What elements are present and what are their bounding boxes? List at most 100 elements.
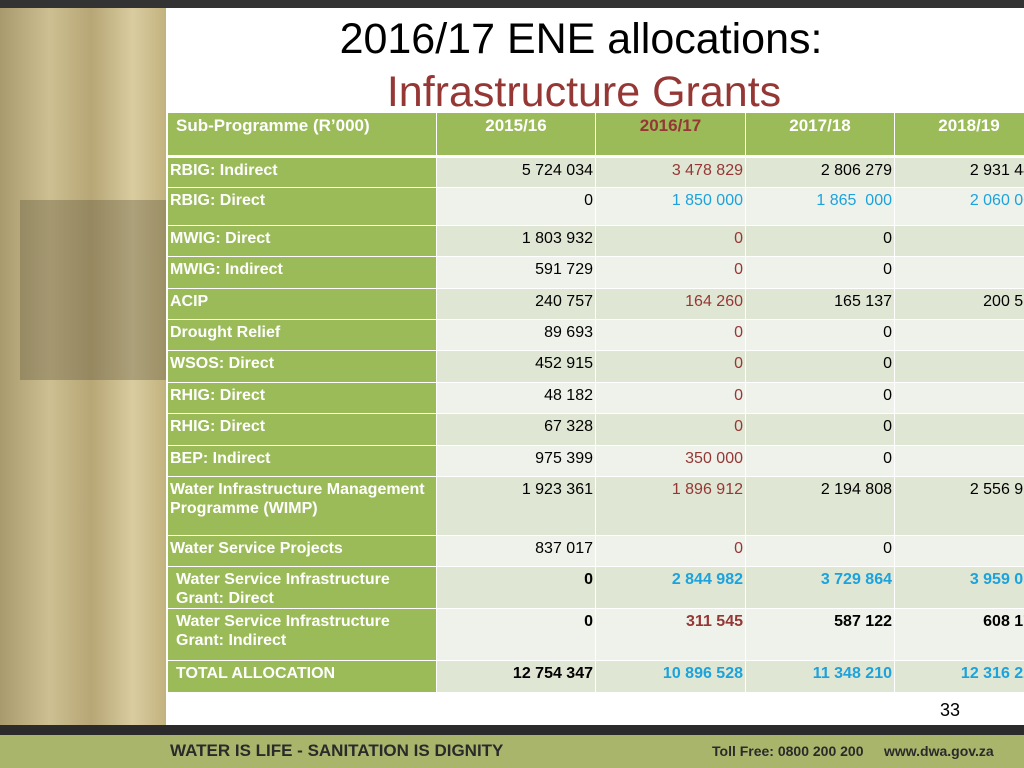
value-cell: 3 959 056	[894, 566, 1024, 609]
value-cell: 608 175	[894, 608, 1024, 661]
value-cell: 2 194 808	[745, 476, 895, 536]
value-cell: 2 931 443	[894, 156, 1024, 188]
value-cell: 452 915	[436, 350, 596, 383]
header-row: Sub-Programme (R’000) 2015/16 2016/17 2017/…	[167, 112, 1024, 158]
table-row: Water Service Infrastructure Grant: Dire…	[167, 566, 1024, 609]
table-row: Water Infrastructure Management Programm…	[167, 476, 1024, 536]
value-cell: 0	[436, 608, 596, 661]
value-cell: 1 865 000	[745, 187, 895, 226]
header-cell: 2015/16	[436, 112, 596, 158]
value-cell: 1 803 932	[436, 225, 596, 257]
value-cell: 0	[595, 382, 746, 414]
row-label: RHIG: Direct	[167, 382, 437, 414]
value-cell: 975 399	[436, 445, 596, 477]
value-cell: 240 757	[436, 288, 596, 320]
value-cell: 11 348 210	[745, 660, 895, 693]
row-label: MWIG: Indirect	[167, 256, 437, 289]
value-cell: 0	[894, 225, 1024, 257]
value-cell: 10 896 528	[595, 660, 746, 693]
value-cell: 2 844 982	[595, 566, 746, 609]
value-cell: 0	[894, 445, 1024, 477]
value-cell: 0	[595, 535, 746, 567]
table-row: Water Service Infrastructure Grant: Indi…	[167, 608, 1024, 661]
value-cell: 2 060 000	[894, 187, 1024, 226]
value-cell: 12 754 347	[436, 660, 596, 693]
value-cell: 200 568	[894, 288, 1024, 320]
row-label: RBIG: Direct	[167, 187, 437, 226]
value-cell: 1 850 000	[595, 187, 746, 226]
value-cell: 0	[745, 225, 895, 257]
value-cell: 89 693	[436, 319, 596, 351]
value-cell: 0	[595, 413, 746, 446]
value-cell: 0	[745, 319, 895, 351]
value-cell: 0	[595, 256, 746, 289]
table-row: RBIG: Indirect 5 724 034 3 478 829 2 806 27…	[167, 156, 1024, 188]
header-cell: 2016/17	[595, 112, 746, 158]
row-label: RBIG: Indirect	[167, 156, 437, 188]
row-label: MWIG: Direct	[167, 225, 437, 257]
value-cell: 0	[745, 350, 895, 383]
value-cell: 2 806 279	[745, 156, 895, 188]
value-cell: 0	[595, 319, 746, 351]
value-cell: 0	[436, 187, 596, 226]
header-cell: 2018/19	[894, 112, 1024, 158]
value-cell: 0	[894, 319, 1024, 351]
value-cell: 0	[745, 256, 895, 289]
header-cell: Sub-Programme (R’000)	[167, 112, 437, 158]
value-cell: 0	[894, 413, 1024, 446]
value-cell: 0	[436, 566, 596, 609]
table-row: TOTAL ALLOCATION 12 754 347 10 896 528 11 3…	[167, 660, 1024, 693]
value-cell: 0	[745, 535, 895, 567]
side-image	[0, 0, 166, 735]
row-label: Water Service Projects	[167, 535, 437, 567]
value-cell: 591 729	[436, 256, 596, 289]
value-cell: 164 260	[595, 288, 746, 320]
allocations-table: Sub-Programme (R’000) 2015/16 2016/17 2017/…	[167, 112, 1024, 693]
row-label: Water Service Infrastructure Grant: Dire…	[167, 566, 437, 609]
row-label: Water Service Infrastructure Grant: Indi…	[167, 608, 437, 661]
value-cell: 311 545	[595, 608, 746, 661]
value-cell: 0	[595, 225, 746, 257]
value-cell: 12 316 223	[894, 660, 1024, 693]
row-label: Water Infrastructure Management Programm…	[167, 476, 437, 536]
page-number: 33	[940, 700, 961, 720]
value-cell: 1 896 912	[595, 476, 746, 536]
row-label: Drought Relief	[167, 319, 437, 351]
value-cell: 0	[894, 382, 1024, 414]
title: 2016/17 ENE allocations:	[339, 15, 823, 63]
row-label: RHIG: Direct	[167, 413, 437, 446]
value-cell: 350 000	[595, 445, 746, 477]
footer	[0, 735, 1024, 768]
top-bar	[0, 0, 1024, 8]
value-cell: 0	[894, 256, 1024, 289]
value-cell: 0	[595, 350, 746, 383]
value-cell: 67 328	[436, 413, 596, 446]
value-cell: 0	[894, 350, 1024, 383]
value-cell: 5 724 034	[436, 156, 596, 188]
value-cell: 0	[894, 535, 1024, 567]
footer-website: www.dwa.gov.za	[884, 743, 994, 759]
value-cell: 3 478 829	[595, 156, 746, 188]
row-label: WSOS: Direct	[167, 350, 437, 383]
row-label: BEP: Indirect	[167, 445, 437, 477]
value-cell: 837 017	[436, 535, 596, 567]
value-cell: 0	[745, 382, 895, 414]
value-cell: 0	[745, 413, 895, 446]
value-cell: 48 182	[436, 382, 596, 414]
value-cell: 587 122	[745, 608, 895, 661]
value-cell: 1 923 361	[436, 476, 596, 536]
value-cell: 0	[745, 445, 895, 477]
row-label: TOTAL ALLOCATION	[167, 660, 437, 693]
subtitle: Infrastructure Grants	[386, 68, 782, 116]
footer-toll-free: Toll Free: 0800 200 200	[712, 743, 864, 759]
value-cell: 165 137	[745, 288, 895, 320]
